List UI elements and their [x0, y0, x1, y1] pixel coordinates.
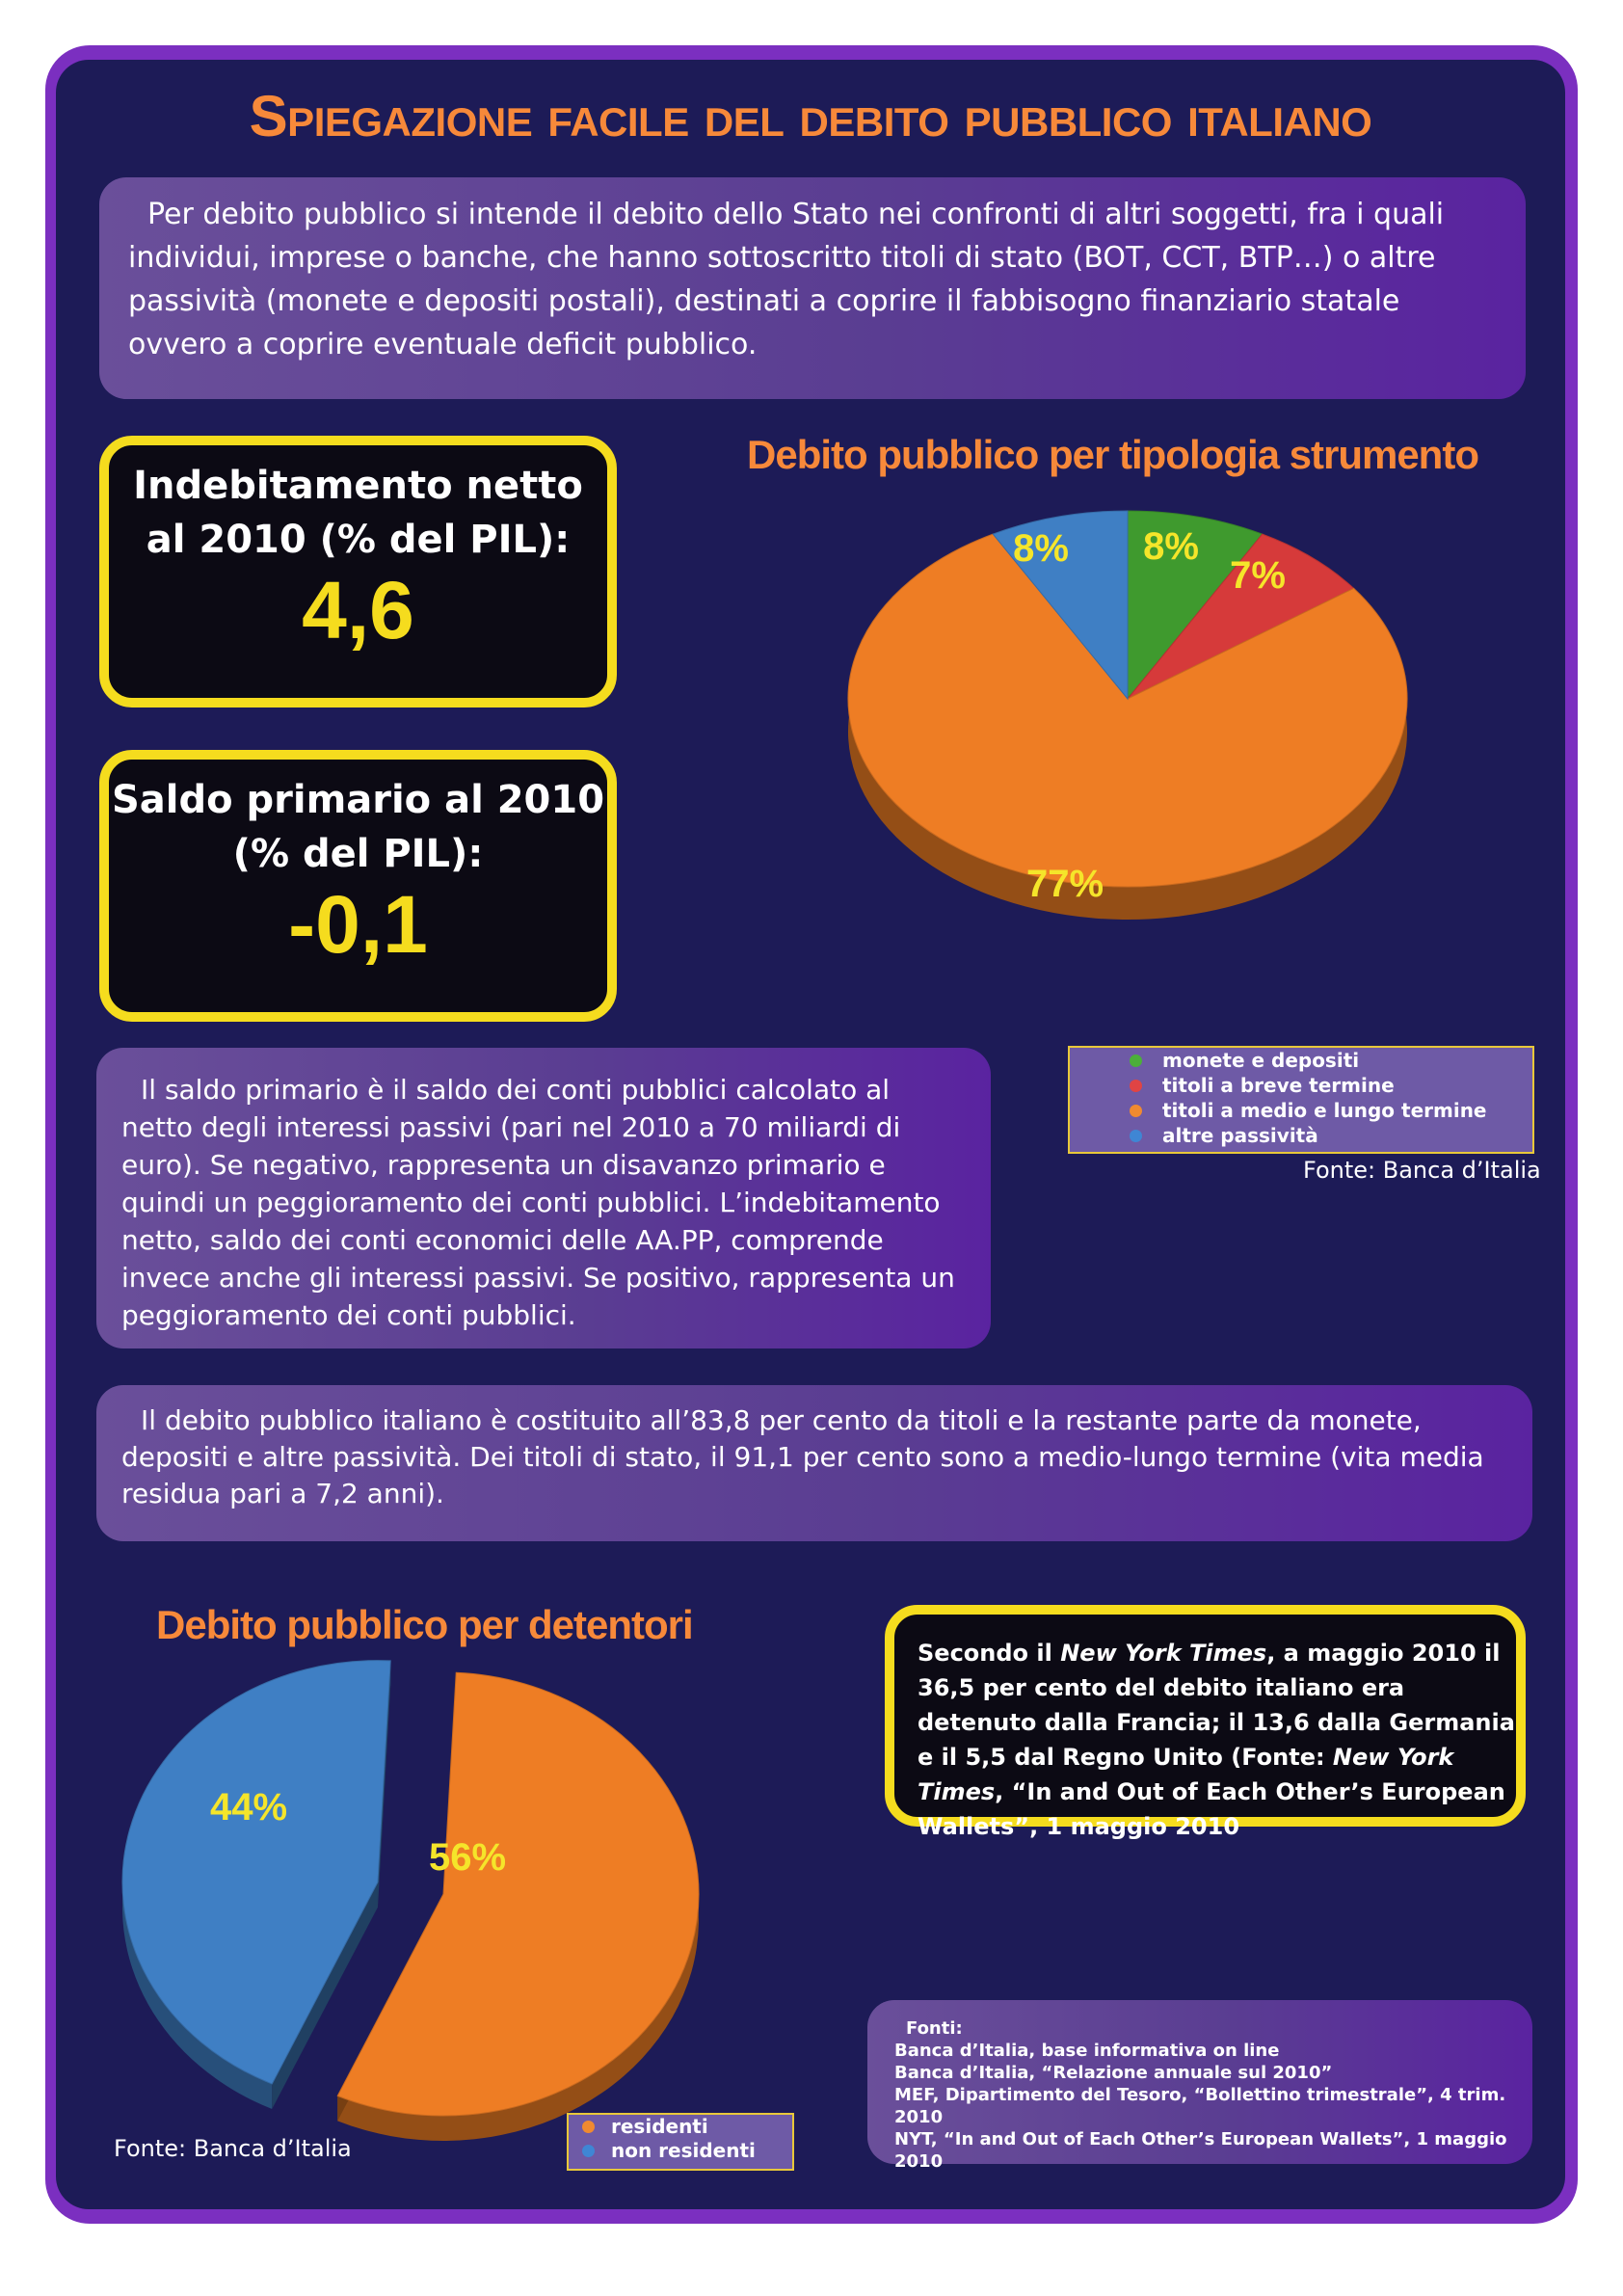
pie-chart-strumento: 8% 7% 77% 8% — [847, 510, 1408, 920]
legend-dot — [1130, 1055, 1142, 1067]
saldo-value: -0,1 — [288, 879, 428, 970]
indebitamento-label: Indebitamento netto al 2010 (% del PIL): — [133, 464, 583, 562]
pie-data-label: 8% — [1143, 525, 1199, 568]
legend-item: non residenti — [569, 2139, 792, 2163]
legend-label: titoli a breve termine — [1162, 1074, 1395, 1097]
chart1-title: Debito pubblico per tipologia strumento — [747, 432, 1479, 477]
legend-dot — [1130, 1130, 1142, 1142]
legend-label: non residenti — [611, 2139, 756, 2162]
composition-paragraph: Il debito pubblico italiano è costituito… — [96, 1385, 1532, 1541]
legend-dot — [582, 2121, 595, 2133]
pie-slice — [847, 533, 1408, 888]
legend-dot — [1130, 1105, 1142, 1117]
sources-label: Fonti: — [906, 2018, 963, 2039]
legend-label: residenti — [611, 2115, 708, 2138]
nyt-text-1: Secondo il — [918, 1640, 1061, 1667]
nyt-italic-1: New York Times — [1060, 1640, 1267, 1667]
chart1-source: Fonte: Banca d’Italia — [1303, 1157, 1541, 1184]
chart1-legend: monete e depositi titoli a breve termine… — [1068, 1046, 1534, 1154]
pie-data-label: 77% — [1026, 863, 1104, 905]
saldo-box: Saldo primario al 2010 (% del PIL): -0,1 — [99, 750, 617, 1022]
legend-label: altre passività — [1162, 1124, 1318, 1147]
page-title: Spiegazione facile del debito pubblico i… — [249, 84, 1372, 148]
pie-slice — [1127, 510, 1264, 701]
legend-label: titoli a medio e lungo termine — [1162, 1099, 1487, 1122]
legend-item: monete e depositi — [1070, 1048, 1532, 1073]
chart2-legend: residenti non residenti — [567, 2113, 794, 2171]
nyt-box: Secondo il New York Times, a maggio 2010… — [885, 1605, 1526, 1840]
pie-data-label: 56% — [429, 1836, 506, 1879]
pie-slice — [992, 510, 1129, 701]
saldo-explanation: Il saldo primario è il saldo dei conti p… — [96, 1048, 991, 1348]
source-line: Banca d’Italia, base informativa on line — [894, 2041, 1280, 2061]
pie-slice — [121, 1660, 391, 2085]
saldo-label: Saldo primario al 2010 (% del PIL): — [111, 778, 605, 876]
source-line: MEF, Dipartimento del Tesoro, “Bollettin… — [894, 2085, 1506, 2127]
intro-paragraph: Per debito pubblico si intende il debito… — [99, 177, 1526, 399]
indebitamento-box: Indebitamento netto al 2010 (% del PIL):… — [99, 436, 617, 707]
pie-data-label: 7% — [1230, 554, 1286, 597]
pie-slice — [1127, 533, 1355, 700]
chart2-source: Fonte: Banca d’Italia — [114, 2135, 352, 2162]
legend-dot — [582, 2145, 595, 2157]
source-line: Banca d’Italia, “Relazione annuale sul 2… — [894, 2063, 1333, 2083]
legend-item: residenti — [569, 2115, 792, 2139]
pie-slice — [336, 1671, 700, 2117]
pie-data-label: 8% — [1013, 527, 1069, 570]
legend-item: titoli a medio e lungo termine — [1070, 1098, 1532, 1123]
legend-label: monete e depositi — [1162, 1049, 1360, 1072]
nyt-italic-2: New York Times — [918, 1744, 1454, 1805]
legend-item: altre passività — [1070, 1123, 1532, 1148]
source-line: NYT, “In and Out of Each Other’s Europea… — [894, 2129, 1507, 2172]
indebitamento-value: 4,6 — [302, 565, 414, 655]
legend-dot — [1130, 1080, 1142, 1092]
nyt-text-3: , “In and Out of Each Other’s European W… — [918, 1778, 1505, 1840]
pie-slice-edge — [272, 1882, 378, 2109]
nyt-text-2: , a maggio 2010 il 36,5 per cento del de… — [918, 1640, 1515, 1771]
legend-item: titoli a breve termine — [1070, 1073, 1532, 1098]
pie-chart-detentori: 56% 44% — [121, 1660, 700, 2141]
sources-box: Fonti: Banca d’Italia, base informativa … — [867, 2000, 1532, 2172]
pie-data-label: 44% — [210, 1786, 287, 1829]
chart2-title: Debito pubblico per detentori — [156, 1602, 694, 1647]
